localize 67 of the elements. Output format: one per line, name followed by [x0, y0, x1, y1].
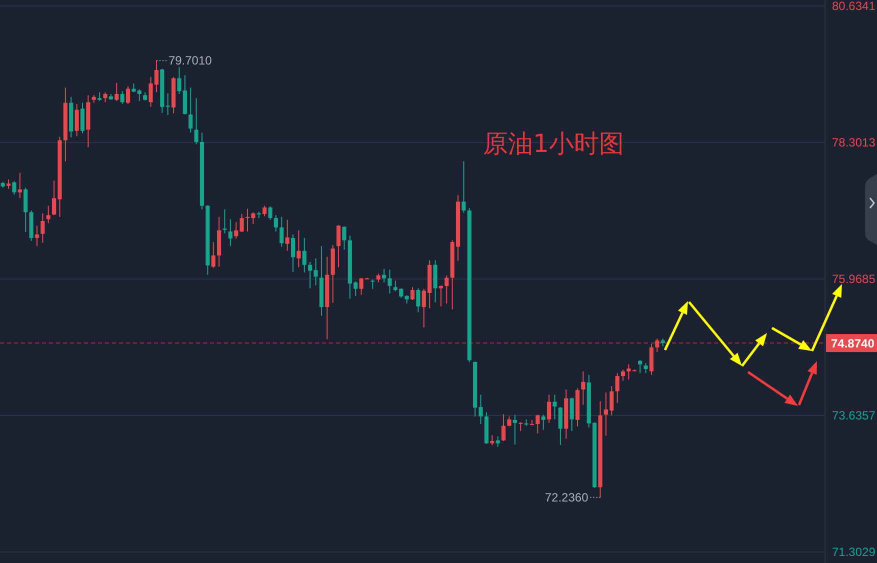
candlestick: [280, 216, 284, 248]
candlestick: [615, 372, 620, 404]
candlestick: [285, 219, 290, 252]
candlestick: [302, 237, 306, 273]
candlestick: [490, 434, 494, 446]
candlestick: [370, 278, 375, 290]
candlestick: [649, 343, 654, 376]
candlestick: [655, 338, 660, 353]
candlestick: [620, 369, 626, 382]
y-tick-label: 73.6357: [832, 408, 876, 422]
candlestick: [240, 213, 244, 233]
candlestick: [536, 414, 540, 434]
ref-line-label: 74.8740: [831, 336, 875, 351]
candlestick: [501, 414, 506, 442]
candlestick: [552, 394, 557, 420]
candlestick: [638, 360, 642, 374]
candlestick: [12, 180, 16, 196]
annotation: 72.2360: [544, 490, 589, 504]
candlestick: [558, 406, 562, 446]
candlestick: [382, 268, 386, 283]
candlestick: [34, 225, 40, 247]
candlestick: [80, 102, 85, 134]
candlestick: [342, 226, 346, 250]
y-tick-label: 78.3013: [832, 135, 876, 150]
candlestick: [290, 234, 296, 272]
y-tick-label: 71.3029: [832, 544, 876, 559]
candlestick: [541, 414, 546, 430]
candlestick: [268, 206, 272, 220]
candlestick: [512, 414, 517, 446]
candlestick: [126, 86, 130, 104]
candlestick: [438, 284, 443, 307]
candlestick: [416, 288, 420, 313]
candlestick: [222, 208, 227, 234]
candlestick: [433, 260, 438, 303]
candlestick: [410, 286, 415, 300]
candlestick: [194, 98, 198, 145]
candlestick: [644, 362, 648, 374]
candlestick: [6, 178, 11, 190]
y-tick-label: 80.6341: [832, 0, 876, 13]
candlestick: [228, 218, 232, 247]
candlestick: [570, 397, 574, 432]
text: 原油1小时图: [483, 129, 624, 158]
annotation: 79.7010: [168, 54, 212, 68]
candlestick: [581, 370, 586, 406]
candlestick: [388, 269, 392, 294]
candlestick: [262, 205, 267, 217]
candlestick: [336, 224, 341, 268]
candlestick: [507, 416, 512, 427]
candlestick: [46, 205, 50, 224]
candlestick: [462, 160, 466, 214]
candlestick: [103, 92, 108, 103]
candlestick: [188, 87, 193, 134]
candlestick: [496, 436, 500, 448]
candlestick: [74, 103, 79, 137]
candlestick: [444, 274, 449, 304]
candlestick: [166, 92, 170, 116]
candlestick: [234, 222, 238, 240]
candlestick: [547, 394, 552, 424]
candlestick: [18, 172, 22, 199]
candlestick: [296, 230, 301, 268]
candlestick: [40, 212, 45, 244]
candlestick: [114, 82, 119, 102]
y-tick-label: 75.9685: [832, 272, 876, 286]
candlestick: [211, 242, 216, 268]
candlestick: [274, 214, 278, 232]
candlestick: [24, 187, 28, 233]
candlestick: [120, 90, 124, 104]
